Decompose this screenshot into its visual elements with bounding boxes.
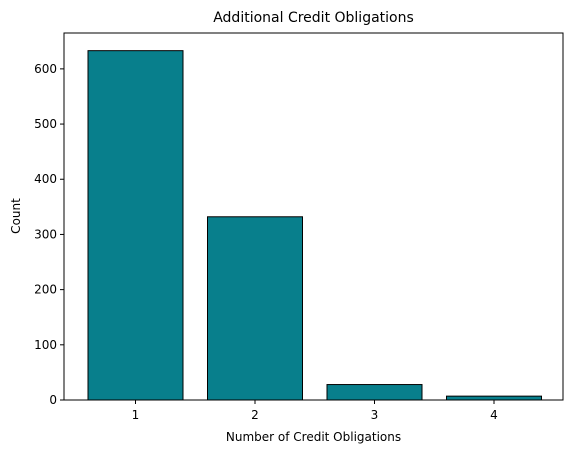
bars-group: [87, 50, 542, 401]
y-tick-label-0: 0: [49, 393, 57, 407]
bar-1: [87, 50, 184, 401]
x-tick-label-3: 3: [371, 408, 379, 422]
bar-4: [446, 395, 542, 401]
bar-2: [207, 216, 303, 401]
bar-3: [326, 384, 423, 401]
y-tick-label-200: 200: [34, 283, 57, 297]
x-tick-label-2: 2: [251, 408, 259, 422]
y-axis-label: Count: [9, 198, 23, 234]
x-tick-label-1: 1: [132, 408, 140, 422]
y-tick-label-400: 400: [34, 172, 57, 186]
x-axis-ticks: 1 2 3 4: [132, 400, 498, 422]
y-tick-label-300: 300: [34, 227, 57, 241]
y-tick-label-600: 600: [34, 62, 57, 76]
x-axis-label: Number of Credit Obligations: [226, 430, 401, 444]
plot-frame: [63, 32, 564, 401]
y-tick-label-500: 500: [34, 117, 57, 131]
y-axis-ticks: 0 100 200 300 400 500 600: [34, 62, 64, 407]
x-tick-label-4: 4: [490, 408, 498, 422]
chart-title: Additional Credit Obligations: [213, 10, 414, 26]
y-tick-label-100: 100: [34, 338, 57, 352]
